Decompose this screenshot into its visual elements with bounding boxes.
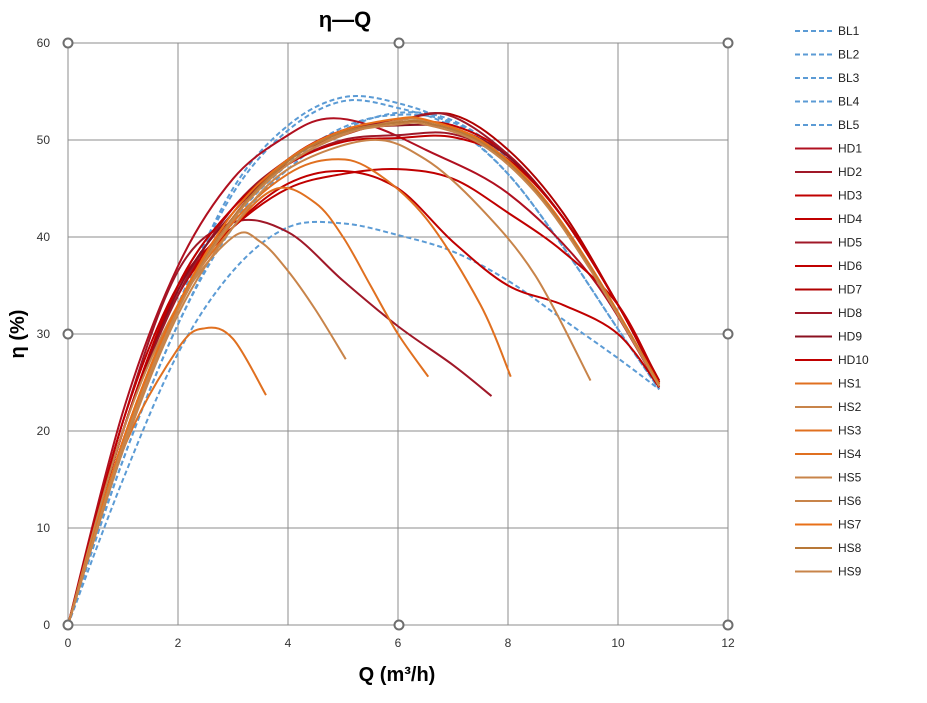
x-tick-label: 6 — [395, 636, 402, 650]
y-tick-label: 0 — [43, 618, 50, 632]
legend-label: HD5 — [838, 236, 862, 250]
selection-handles — [62, 37, 734, 631]
chart-title: η—Q — [319, 7, 372, 32]
legend-label: HD4 — [838, 212, 862, 226]
series-line-hs4 — [67, 158, 512, 626]
series-line-hs2 — [67, 231, 347, 626]
series-line-hd10 — [67, 134, 661, 626]
y-tick-label: 30 — [37, 327, 51, 341]
series-line-hd7 — [67, 112, 661, 626]
legend-label: BL1 — [838, 24, 860, 38]
legend-label: BL4 — [838, 95, 860, 109]
legend-label: HD1 — [838, 142, 862, 156]
legend-label: HD3 — [838, 189, 862, 203]
resize-handle[interactable] — [722, 619, 734, 631]
legend-label: HD2 — [838, 165, 862, 179]
resize-handle[interactable] — [722, 37, 734, 49]
legend-label: HD6 — [838, 259, 862, 273]
resize-handle[interactable] — [393, 619, 405, 631]
series-line-hd1 — [67, 117, 661, 626]
legend-label: HS3 — [838, 424, 862, 438]
legend-label: HS9 — [838, 565, 862, 579]
series-line-bl3 — [67, 111, 661, 626]
series-line-hd8 — [67, 111, 661, 626]
series-line-hs9 — [67, 121, 661, 626]
x-tick-label: 2 — [175, 636, 182, 650]
legend-label: HD10 — [838, 353, 869, 367]
resize-handle[interactable] — [62, 328, 74, 340]
x-tick-label: 12 — [721, 636, 735, 650]
legend-label: BL2 — [838, 48, 860, 62]
resize-handle[interactable] — [393, 37, 405, 49]
series-line-bl4 — [67, 220, 660, 626]
series-line-hd5 — [67, 131, 661, 626]
series-line-hs5 — [67, 138, 592, 626]
legend-label: HS6 — [838, 494, 862, 508]
y-tick-label: 20 — [37, 424, 51, 438]
legend-label: HD8 — [838, 306, 862, 320]
legend-label: HS8 — [838, 541, 862, 555]
resize-handle[interactable] — [62, 619, 74, 631]
y-tick-label: 10 — [37, 521, 51, 535]
legend-label: HS1 — [838, 377, 862, 391]
x-tick-label: 10 — [611, 636, 625, 650]
y-axis-label: η (%) — [7, 310, 29, 359]
x-axis-label: Q (m³/h) — [359, 664, 436, 686]
legend-label: HS4 — [838, 447, 862, 461]
series-line-bl5 — [67, 113, 661, 626]
x-tick-label: 8 — [505, 636, 512, 650]
legend: BL1 BL2 BL3 BL4 BL5 HD1 HD2 HD3 HD4 HD5 HD6 HD7 HD8 H… — [795, 24, 869, 579]
legend-label: BL5 — [838, 118, 860, 132]
legend-label: HD9 — [838, 330, 862, 344]
legend-label: HD7 — [838, 283, 862, 297]
y-tick-label: 40 — [37, 230, 51, 244]
legend-label: HS7 — [838, 518, 862, 532]
x-tick-label: 4 — [285, 636, 292, 650]
resize-handle[interactable] — [722, 328, 734, 340]
series-line-hs3 — [67, 186, 430, 626]
y-tick-label: 60 — [37, 36, 51, 50]
series-lines — [67, 95, 661, 626]
series-line-hd3 — [67, 167, 661, 626]
x-tick-label: 0 — [65, 636, 72, 650]
legend-label: HS5 — [838, 471, 862, 485]
series-line-hs1 — [67, 326, 267, 626]
tick-labels: 0 2 4 6 8 10 12 0 10 20 30 40 50 60 — [37, 36, 735, 650]
series-line-hs7 — [67, 116, 661, 626]
resize-handle[interactable] — [62, 37, 74, 49]
legend-label: HS2 — [838, 400, 862, 414]
legend-label: BL3 — [838, 71, 860, 85]
y-tick-label: 50 — [37, 133, 51, 147]
